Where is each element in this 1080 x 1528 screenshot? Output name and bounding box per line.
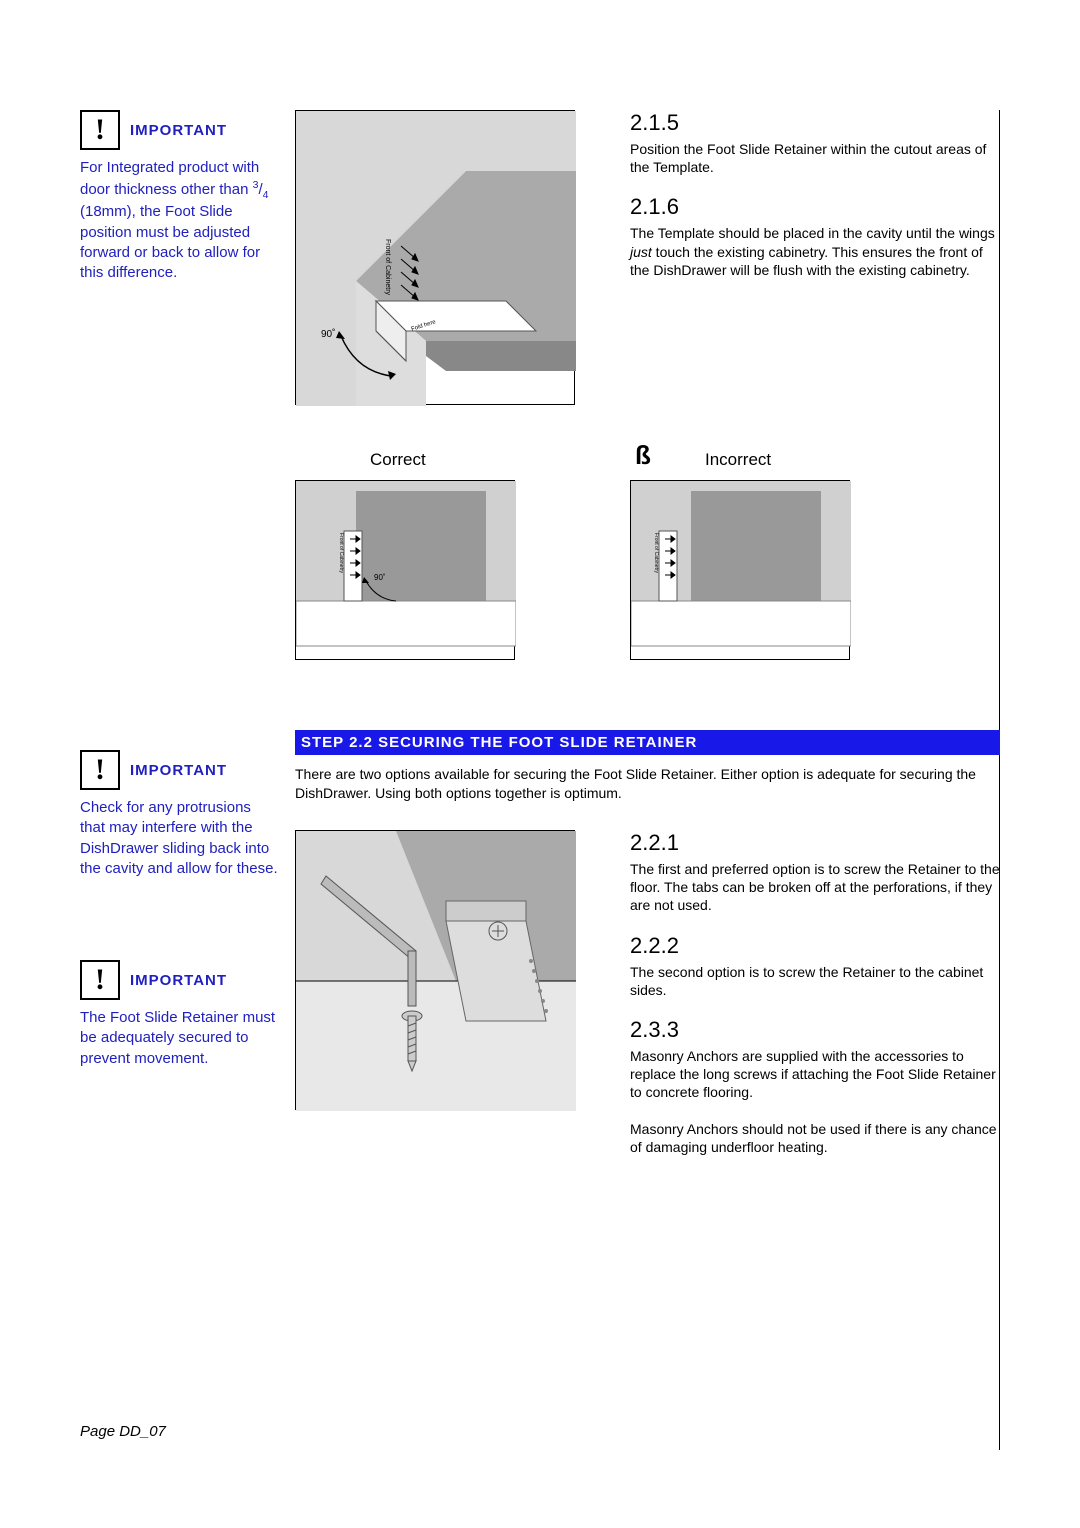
front-of-cabinetry-label: Front of Cabinetry xyxy=(384,239,391,295)
text-part-a: For Integrated product with door thickne… xyxy=(80,159,259,198)
ninety-degree-label: 90˚ xyxy=(321,329,335,340)
ninety-degree-small: 90˚ xyxy=(374,573,386,582)
section-text-221: The first and preferred option is to scr… xyxy=(630,860,1000,915)
section-num-216: 2.1.6 xyxy=(630,194,1000,220)
step-header: STEP 2.2 SECURING THE FOOT SLIDE RETAINE… xyxy=(295,730,1000,755)
incorrect-mark-icon: ß xyxy=(635,440,651,471)
section-text-233a: Masonry Anchors are supplied with the ac… xyxy=(630,1047,1000,1102)
s216-text-a: The Template should be placed in the cav… xyxy=(630,225,995,241)
right-upper-sections: 2.1.5 Position the Foot Slide Retainer w… xyxy=(630,110,1000,297)
fig-correct-svg xyxy=(296,481,516,661)
important-header-1: ! IMPORTANT xyxy=(80,110,280,150)
important-text-3: The Foot Slide Retainer must be adequate… xyxy=(80,1008,280,1069)
correct-label: Correct xyxy=(370,450,426,470)
fraction-num: 3 xyxy=(253,179,259,191)
important-label: IMPORTANT xyxy=(130,762,227,779)
incorrect-label: Incorrect xyxy=(705,450,771,470)
front-cabinetry-small-2: Front of Cabinetry xyxy=(653,533,659,573)
fraction-den: 4 xyxy=(263,189,269,201)
figure-incorrect: Front of Cabinetry xyxy=(630,480,850,660)
figure-screw-retainer xyxy=(295,830,575,1110)
figure-correct: 90˚ Front of Cabinetry xyxy=(295,480,515,660)
step-intro-text: There are two options available for secu… xyxy=(295,765,1000,803)
figure-template-in-cavity: 90˚ Fold here Front of Cabinetry xyxy=(295,110,575,405)
section-num-233: 2.3.3 xyxy=(630,1017,1000,1043)
exclamation-icon: ! xyxy=(80,960,120,1000)
fig1-svg xyxy=(296,111,576,406)
text-part-b: (18mm), the Foot Slide position must be … xyxy=(80,203,260,281)
exclamation-icon: ! xyxy=(80,110,120,150)
important-block-3: ! IMPORTANT The Foot Slide Retainer must… xyxy=(80,960,280,1069)
page: ! IMPORTANT For Integrated product with … xyxy=(80,110,1000,1450)
right-lower-sections: 2.2.1 The first and preferred option is … xyxy=(630,830,1000,1174)
s216-text-em: just xyxy=(630,244,652,260)
exclamation-icon: ! xyxy=(80,750,120,790)
important-label: IMPORTANT xyxy=(130,972,227,989)
important-header-2: ! IMPORTANT xyxy=(80,750,280,790)
section-text-233b: Masonry Anchors should not be used if th… xyxy=(630,1120,1000,1156)
section-text-216: The Template should be placed in the cav… xyxy=(630,224,1000,279)
page-number: Page DD_07 xyxy=(80,1423,166,1440)
section-text-215: Position the Foot Slide Retainer within … xyxy=(630,140,1000,176)
front-cabinetry-small: Front of Cabinetry xyxy=(338,533,344,573)
important-block-1: ! IMPORTANT For Integrated product with … xyxy=(80,110,280,283)
fig2-svg xyxy=(296,831,576,1111)
section-num-222: 2.2.2 xyxy=(630,933,1000,959)
section-text-222: The second option is to screw the Retain… xyxy=(630,963,1000,999)
important-text-2: Check for any protrusions that may inter… xyxy=(80,798,280,879)
important-text-1: For Integrated product with door thickne… xyxy=(80,158,280,283)
important-block-2: ! IMPORTANT Check for any protrusions th… xyxy=(80,750,280,879)
s216-text-b: touch the existing cabinetry. This ensur… xyxy=(630,244,983,278)
important-header-3: ! IMPORTANT xyxy=(80,960,280,1000)
section-num-221: 2.2.1 xyxy=(630,830,1000,856)
important-label: IMPORTANT xyxy=(130,122,227,139)
section-num-215: 2.1.5 xyxy=(630,110,1000,136)
fig-incorrect-svg xyxy=(631,481,851,661)
